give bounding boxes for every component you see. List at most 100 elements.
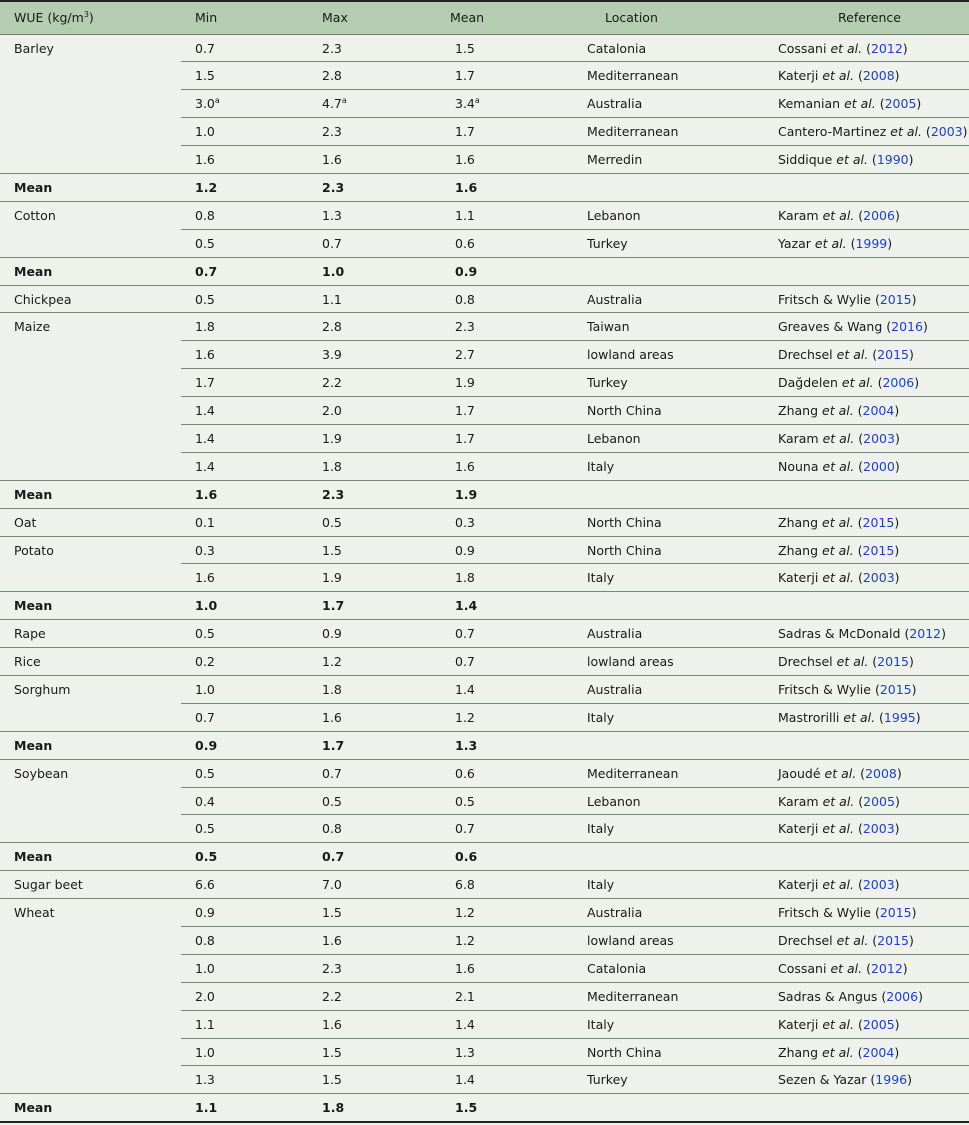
- min-cell: 6.6: [181, 870, 308, 899]
- mean-cell: 1.4: [436, 1009, 573, 1039]
- reference-year-link[interactable]: 2008: [865, 765, 897, 781]
- reference-authors: Zhang: [778, 1044, 819, 1060]
- mean-cell: 0.6: [436, 758, 573, 788]
- empty-cell: [764, 591, 969, 620]
- reference-authors: Katerji: [778, 1016, 819, 1032]
- reference-authors: Zhang: [778, 403, 819, 419]
- mean-cell: 1.8: [436, 563, 573, 592]
- mean-label: Mean: [0, 479, 181, 509]
- table-row: 0.8 1.6 1.2 lowland areas Drechsel et al. (2…: [0, 926, 969, 955]
- reference-year-link[interactable]: 1996: [875, 1072, 908, 1088]
- table-row: 1.0 1.5 1.3 North China Zhang et al. (2004): [0, 1037, 969, 1066]
- reference-etal: et al.: [814, 235, 847, 251]
- mean-max: 1.7: [308, 591, 436, 620]
- reference-year-link[interactable]: 2003: [862, 570, 895, 586]
- reference-year-link[interactable]: 1999: [855, 235, 888, 251]
- empty-cell: [764, 1093, 969, 1122]
- reference-etal: et al.: [822, 207, 855, 223]
- reference-year-link[interactable]: 2015: [877, 347, 909, 363]
- location-cell: lowland areas: [573, 926, 764, 955]
- max-value: 4.7: [322, 96, 342, 112]
- reference-year-link[interactable]: 2015: [862, 542, 895, 558]
- reference-year-link[interactable]: 2015: [877, 933, 909, 948]
- reference-cell: Katerji et al. (2003): [764, 563, 969, 592]
- mean-cell: 0.7: [436, 814, 573, 843]
- reference-year-link[interactable]: 1990: [876, 152, 909, 168]
- mean-value: 1.6: [455, 960, 475, 976]
- max-value: 2.3: [322, 40, 342, 56]
- table-body: Barley 0.7 2.3 1.5 Catalonia Cossani et al. (…: [0, 33, 969, 1122]
- reference-cell: Jaoudé et al. (2008): [764, 758, 969, 788]
- table-row: 2.0 2.2 2.1 Mediterranean Sadras & Angus (20…: [0, 981, 969, 1011]
- mean-label: Mean: [0, 591, 181, 620]
- max-cell: 1.5: [308, 535, 436, 564]
- reference-year-link[interactable]: 2012: [870, 960, 903, 976]
- mean-value: 0.9: [455, 542, 475, 558]
- mean-mean: 1.6: [436, 172, 573, 202]
- reference-year-link[interactable]: 2005: [863, 793, 895, 809]
- crop-cell: [0, 954, 181, 982]
- reference-year-link[interactable]: 2003: [863, 430, 895, 446]
- reference-year-link[interactable]: 2000: [863, 458, 895, 474]
- reference-year-link[interactable]: 2015: [877, 654, 909, 670]
- reference-year-link[interactable]: 2016: [891, 319, 923, 335]
- reference-year-link[interactable]: 2006: [863, 207, 895, 223]
- reference-year-link[interactable]: 2003: [930, 124, 963, 140]
- crop-cell: [0, 1010, 181, 1038]
- reference-year-link[interactable]: 2003: [862, 821, 895, 837]
- min-cell: 0.4: [181, 786, 308, 815]
- reference-etal: et al.: [836, 347, 869, 363]
- crop-cell: [0, 146, 181, 174]
- mean-mean: 0.6: [436, 842, 573, 871]
- mean-mean: 1.9: [436, 479, 573, 509]
- max-value: 1.8: [322, 458, 342, 474]
- reference-year-link[interactable]: 2012: [870, 40, 903, 56]
- reference-year-link[interactable]: 2015: [879, 681, 912, 697]
- table-row: 1.7 2.2 1.9 Turkey Dağdelen et al. (2006): [0, 368, 969, 397]
- reference-year-link[interactable]: 2015: [879, 905, 912, 921]
- reference-year-link[interactable]: 2015: [879, 291, 912, 307]
- mean-cell: 0.9: [436, 535, 573, 564]
- crop-cell: [0, 1038, 181, 1066]
- reference-authors: Drechsel: [778, 933, 833, 948]
- reference-year-link[interactable]: 2005: [884, 96, 917, 112]
- table-row: Potato 0.3 1.5 0.9 North China Zhang et al. (…: [0, 535, 969, 564]
- min-value: 1.1: [195, 1016, 215, 1032]
- mean-row: Mean 0.5 0.7 0.6: [0, 842, 969, 871]
- reference-authors: Fritsch & Wylie: [778, 681, 871, 697]
- reference-year-link[interactable]: 2003: [862, 877, 895, 893]
- max-cell: 2.3: [308, 953, 436, 983]
- table-row: Rice 0.2 1.2 0.7 lowland areas Drechsel et al…: [0, 647, 969, 676]
- reference-year-link[interactable]: 2006: [886, 988, 919, 1004]
- max-cell: 1.1: [308, 284, 436, 313]
- reference-year-link[interactable]: 1995: [883, 709, 916, 725]
- mean-min: 0.9: [181, 730, 308, 760]
- min-cell: 0.8: [181, 200, 308, 230]
- reference-year-link[interactable]: 2004: [862, 403, 895, 419]
- min-value: 0.8: [195, 933, 215, 948]
- min-cell: 1.6: [181, 340, 308, 369]
- table-row: 1.3 1.5 1.4 Turkey Sezen & Yazar (1996): [0, 1065, 969, 1094]
- table-row: Sugar beet 6.6 7.0 6.8 Italy Katerji et al. (…: [0, 870, 969, 899]
- reference-cell: Zhang et al. (2015): [764, 507, 969, 537]
- mean-row: Mean 0.9 1.7 1.3: [0, 730, 969, 760]
- reference-year-link[interactable]: 2006: [882, 375, 915, 391]
- reference-year-link[interactable]: 2005: [862, 1016, 895, 1032]
- reference-cell: Drechsel et al. (2015): [764, 647, 969, 676]
- reference-year-link[interactable]: 2012: [909, 626, 942, 642]
- min-cell: 1.6: [181, 145, 308, 174]
- reference-year-link[interactable]: 2008: [862, 68, 895, 84]
- location-cell: Italy: [573, 563, 764, 592]
- min-value: 0.5: [195, 626, 215, 642]
- reference-authors: Drechsel: [778, 654, 833, 670]
- reference-year-link[interactable]: 2015: [862, 514, 895, 530]
- empty-cell: [764, 479, 969, 509]
- reference-etal: et al.: [844, 96, 876, 112]
- empty-cell: [573, 730, 764, 760]
- reference-authors: Katerji: [778, 821, 819, 837]
- reference-year-link[interactable]: 2004: [862, 1044, 895, 1060]
- mean-cell: 1.2: [436, 898, 573, 927]
- table-row: 0.4 0.5 0.5 Lebanon Karam et al. (2005): [0, 786, 969, 815]
- footnote-marker: a: [341, 96, 347, 106]
- min-value: 0.9: [195, 905, 215, 921]
